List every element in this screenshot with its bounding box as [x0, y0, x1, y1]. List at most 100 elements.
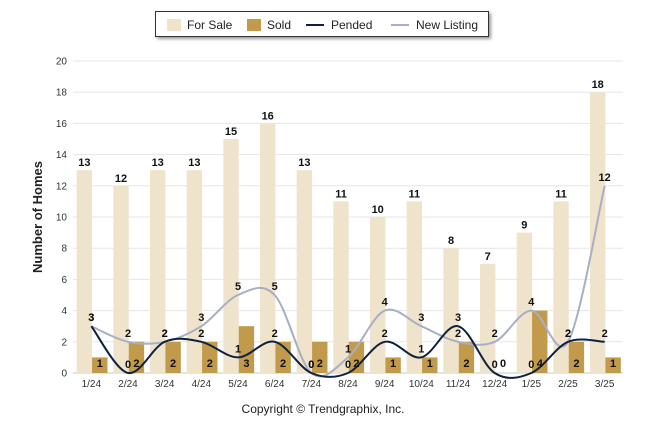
sold-value-label: 0 [500, 358, 506, 370]
for-sale-bar [406, 201, 423, 373]
pended-value-label: 2 [382, 328, 388, 340]
new-listing-value-label: 2 [162, 328, 168, 340]
new-listing-value-label: 4 [528, 297, 535, 309]
pended-value-label: 2 [162, 328, 168, 340]
new-listing-value-label: 2 [492, 328, 498, 340]
legend-for-sale: For Sale [187, 18, 233, 32]
sold-value-label: 2 [353, 358, 359, 370]
pended-value-label: 2 [272, 328, 278, 340]
pended-value-label: 0 [345, 359, 351, 371]
x-tick-label: 9/24 [375, 379, 395, 390]
new-listing-value-label: 3 [198, 312, 204, 324]
sold-value-label: 2 [573, 358, 579, 370]
bars [76, 92, 621, 374]
for-sale-bar [223, 139, 239, 373]
x-tick-label: 11/24 [446, 379, 471, 390]
sold-value-label: 1 [390, 358, 396, 370]
x-tick-label: 5/24 [228, 379, 248, 390]
for-sale-bar [443, 248, 459, 373]
y-tick-label: 16 [56, 119, 68, 130]
sold-bar [568, 341, 585, 373]
for-sale-bar [76, 170, 93, 373]
for-sale-value-label: 7 [485, 251, 491, 263]
pended-value-label: 1 [235, 343, 241, 355]
for-sale-value-label: 13 [152, 157, 164, 169]
sold-value-label: 1 [427, 358, 433, 370]
for-sale-bar [186, 170, 203, 373]
sold-value-label: 2 [317, 358, 323, 370]
for-sale-bar [113, 185, 129, 373]
x-tick-label: 1/25 [522, 379, 542, 390]
x-tick-label: 7/24 [302, 379, 322, 390]
sold-value-label: 1 [97, 358, 103, 370]
legend-pended: Pended [331, 18, 373, 32]
for-sale-value-label: 10 [372, 204, 384, 216]
new-listing-value-label: 4 [382, 297, 389, 309]
pended-value-label: 1 [418, 343, 424, 355]
x-tick-label: 8/24 [338, 379, 358, 390]
y-tick-label: 20 [56, 57, 68, 68]
sold-bar [422, 357, 438, 373]
sold-bar [458, 341, 475, 373]
sold-value-label: 2 [207, 358, 213, 370]
for-sale-bar [333, 201, 349, 373]
x-tick-label: 2/25 [558, 379, 578, 390]
sold-value-label: 4 [537, 358, 544, 370]
sold-value-label: 2 [463, 358, 469, 370]
pended-value-label: 0 [528, 359, 534, 371]
sold-bar [312, 341, 328, 373]
sold-bar [605, 357, 621, 373]
pended-line [90, 325, 605, 379]
pended-value-label: 3 [88, 312, 94, 324]
sold-bar [92, 357, 108, 373]
sold-value-label: 1 [610, 358, 616, 370]
x-tick-label: 1/24 [82, 379, 102, 390]
y-axis-ticks: 0 2 4 6 8 10 12 14 16 18 20 [56, 57, 68, 380]
pended-swatch [306, 24, 324, 26]
x-tick-label: 2/24 [118, 379, 138, 390]
new-listing-value-label: 3 [418, 312, 424, 324]
y-tick-label: 6 [61, 275, 67, 286]
for-sale-bar [260, 123, 276, 374]
sold-value-label: 2 [133, 358, 139, 370]
sold-bar [202, 341, 218, 373]
new-listing-value-label: 3 [88, 312, 94, 324]
sold-bar [128, 341, 145, 373]
pended-value-label: 2 [565, 328, 571, 340]
pended-value-label: 2 [198, 328, 204, 340]
sold-bar [238, 326, 255, 373]
y-axis-title: Number of Homes [30, 161, 45, 273]
for-sale-value-label: 11 [335, 188, 347, 200]
new-listing-swatch [391, 24, 409, 26]
x-tick-label: 6/24 [265, 379, 285, 390]
y-tick-label: 12 [56, 181, 68, 192]
for-sale-bar [516, 232, 533, 373]
copyright-footer: Copyright © Trendgraphix, Inc. [241, 402, 405, 416]
new-listing-line [90, 185, 606, 378]
for-sale-value-label: 13 [78, 157, 90, 169]
pended-value-label: 0 [308, 359, 314, 371]
y-tick-label: 10 [56, 213, 68, 224]
for-sale-bar [150, 170, 166, 373]
series-lines [90, 185, 606, 379]
pended-value-label: 3 [455, 312, 461, 324]
for-sale-bar [370, 217, 386, 373]
sold-bar [165, 341, 181, 373]
for-sale-value-label: 13 [188, 157, 200, 169]
for-sale-value-label: 16 [262, 110, 274, 122]
x-tick-label: 3/24 [155, 379, 175, 390]
pended-value-label: 0 [492, 359, 498, 371]
for-sale-bar [480, 263, 496, 373]
y-tick-label: 4 [61, 306, 67, 317]
for-sale-bar [296, 170, 313, 373]
new-listing-value-label: 5 [272, 281, 278, 293]
sold-value-label: 3 [243, 358, 249, 370]
for-sale-value-label: 18 [592, 79, 604, 91]
for-sale-value-label: 15 [225, 126, 237, 138]
new-listing-value-label: 2 [125, 328, 131, 340]
new-listing-value-label: 1 [345, 343, 351, 355]
x-tick-label: 4/24 [192, 379, 212, 390]
legend-new-listing: New Listing [416, 18, 479, 32]
